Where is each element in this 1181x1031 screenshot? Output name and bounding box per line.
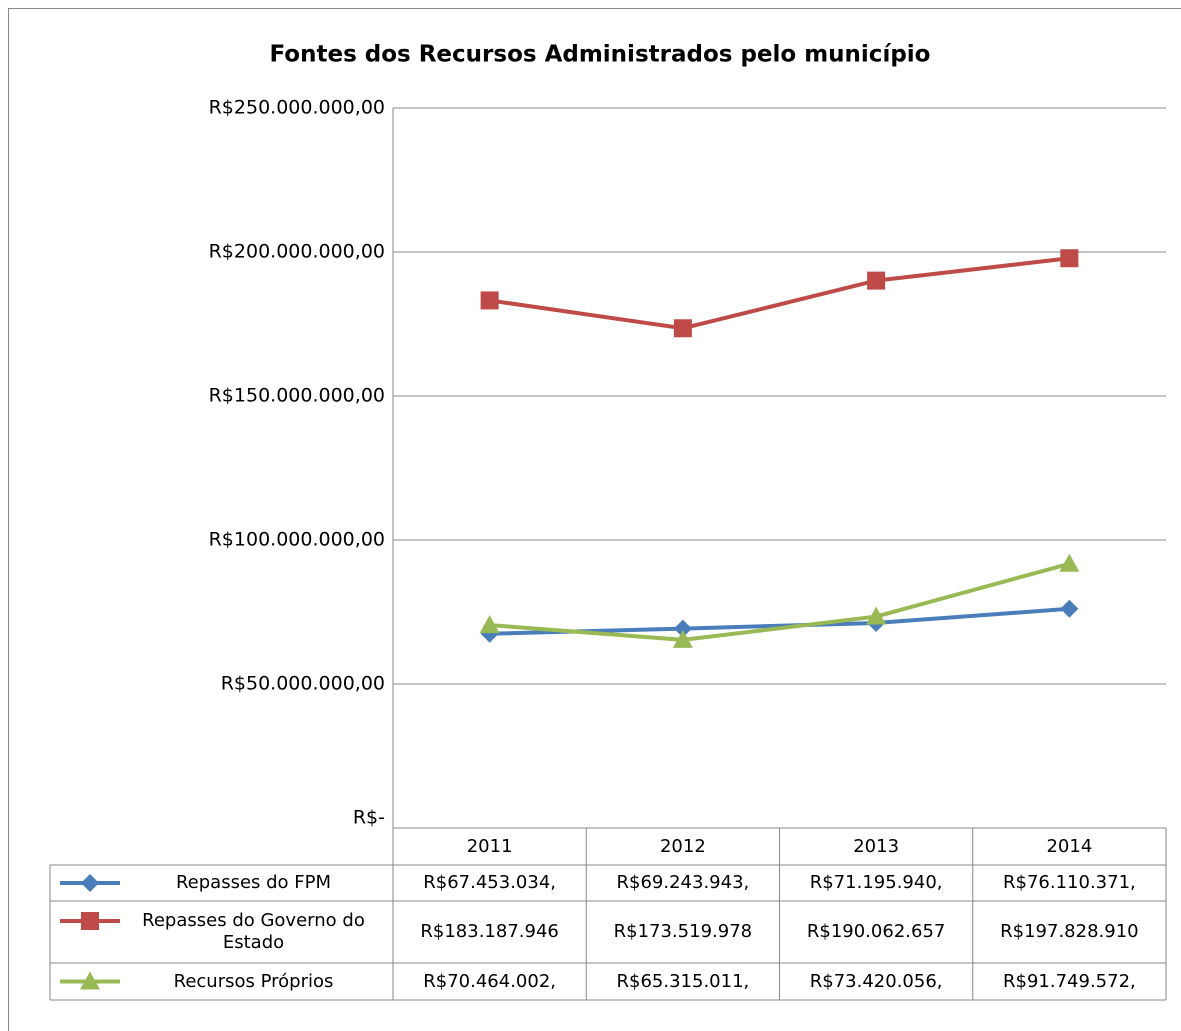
data-label: R$197.828.910 bbox=[1000, 921, 1139, 942]
x-tick-label: 2014 bbox=[1046, 835, 1093, 857]
marker bbox=[480, 291, 499, 310]
series-line bbox=[489, 256, 1070, 331]
legend-entry: Repasses do FPM bbox=[175, 872, 332, 893]
x-tick-label: 2012 bbox=[659, 835, 706, 857]
data-label: R$173.519.978 bbox=[613, 921, 753, 942]
y-tick-label: R$100.000.000,00 bbox=[209, 529, 385, 551]
data-label: R$91.749.572, bbox=[1003, 970, 1136, 992]
x-tick-label: 2013 bbox=[853, 835, 900, 857]
data-label: R$67.453.034, bbox=[423, 872, 556, 893]
x-tick-label: 2011 bbox=[466, 835, 513, 857]
y-tick-label: R$50.000.000,00 bbox=[221, 673, 385, 695]
marker bbox=[673, 319, 692, 338]
chart-frame bbox=[8, 8, 1181, 1031]
y-tick-label: R$250.000.000,00 bbox=[209, 97, 385, 119]
series-line bbox=[489, 561, 1070, 642]
data-label: R$71.195.940, bbox=[809, 872, 943, 893]
y-tick-label: R$150.000.000,00 bbox=[209, 385, 385, 407]
marker bbox=[867, 271, 886, 290]
marker bbox=[673, 619, 692, 638]
data-label: R$183.187.946 bbox=[420, 921, 559, 942]
marker bbox=[1059, 553, 1080, 572]
chart-title: Fontes dos Recursos Administrados pelo m… bbox=[270, 42, 931, 68]
marker bbox=[81, 912, 99, 930]
y-tick-label: R$200.000.000,00 bbox=[209, 241, 385, 263]
data-label: R$65.315.011, bbox=[616, 970, 750, 992]
marker bbox=[1060, 599, 1079, 618]
y-tick-label: R$- bbox=[353, 807, 385, 829]
marker bbox=[80, 971, 100, 990]
data-label: R$190.062.657 bbox=[806, 921, 946, 942]
data-label: R$76.110.371, bbox=[1003, 872, 1136, 893]
marker bbox=[81, 874, 99, 892]
marker bbox=[866, 606, 887, 625]
data-label: R$69.243.943, bbox=[616, 872, 750, 893]
data-label: R$73.420.056, bbox=[809, 970, 943, 992]
legend-entry: Repasses do Governo do Estado bbox=[142, 910, 365, 953]
marker bbox=[479, 615, 500, 634]
data-label: R$70.464.002, bbox=[423, 970, 556, 992]
marker bbox=[672, 629, 693, 648]
marker bbox=[1060, 249, 1079, 268]
legend-entry: Recursos Próprios bbox=[173, 970, 334, 992]
